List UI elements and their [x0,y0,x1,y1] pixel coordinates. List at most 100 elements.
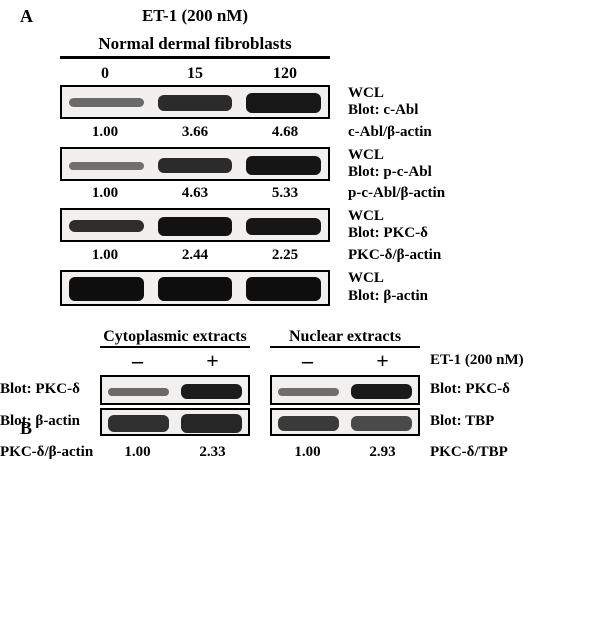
ratio-label: PKC-δ/β-actin [330,247,510,264]
lane [345,410,418,434]
panel-a-timepoints: 0 15 120 [60,65,330,83]
lane [239,272,328,304]
ratio-value: 2.33 [175,444,250,461]
blot-labels: WCLBlot: p-c-Abl [330,147,510,182]
ratio-value: 1.00 [100,444,175,461]
ratio-value: 1.00 [60,124,150,141]
ratio-left-label: PKC-δ/β-actin [0,444,100,461]
band [246,93,320,113]
ratio-label: p-c-Abl/β-actin [330,185,510,202]
panel-b-treatment: ET-1 (200 nM) [420,352,530,369]
pm-symbol: – [100,350,175,372]
ratio-value: 2.93 [345,444,420,461]
timepoint-1: 15 [150,65,240,83]
pm-symbol: + [175,350,250,372]
lane [151,87,240,117]
lane [175,410,248,434]
panel-b-blot-row: Blot: PKC-δ Blot: PKC-δ [0,375,600,405]
ratio-value: 4.68 [240,124,330,141]
blot-label: Blot: β-actin [348,288,510,305]
panel-a-treatment: ET-1 (200 nM) [60,6,330,26]
band [108,415,169,432]
panel-b-underlines [0,346,600,348]
ratio-value: 2.44 [150,247,240,264]
band [69,277,143,301]
panel-b: Cytoplasmic extractsNuclear extracts–+–+… [0,328,600,461]
lane [102,410,175,434]
underline [100,346,250,348]
panel-a-blots: WCLBlot: c-Abl1.003.664.68c-Abl/β-actinW… [0,85,600,310]
ratio-value: 1.00 [60,185,150,202]
ratio-value: 1.00 [270,444,345,461]
ratio-row: 1.002.442.25PKC-δ/β-actin [60,247,600,264]
figure: A ET-1 (200 nM) Normal dermal fibroblast… [0,0,600,461]
panel-b-blot-row: Blot: β-actinBlot: TBP [0,408,600,436]
lane [239,210,328,240]
band [158,95,232,111]
blot-label: Blot: PKC-δ [348,225,510,242]
blot-box [60,208,330,242]
panel-b-column-heading: Cytoplasmic extracts [100,328,250,346]
lane [62,210,151,240]
lane [345,377,418,403]
blot-labels: WCLBlot: c-Abl [330,85,510,120]
lysate-label: WCL [348,270,510,287]
blot-labels: WCLBlot: PKC-δ [330,208,510,243]
panel-b-pm-row: –+–+ET-1 (200 nM) [0,350,600,372]
band [278,416,339,431]
band [351,384,412,399]
blot-left-label: Blot: PKC-δ [0,381,100,398]
timepoint-2: 120 [240,65,330,83]
lane [151,149,240,179]
lane [62,87,151,117]
lane [62,149,151,179]
band [351,416,412,431]
lane [239,87,328,117]
lane [102,377,175,403]
blot-label: Blot: c-Abl [348,102,510,119]
blot-row: WCLBlot: c-Abl [60,85,600,120]
blot-label: Blot: p-c-Abl [348,164,510,181]
blot-box [100,375,250,405]
blot-right-label: Blot: PKC-δ [420,381,530,398]
lane [272,410,345,434]
ratio-value: 3.66 [150,124,240,141]
ratio-label: c-Abl/β-actin [330,124,510,141]
blot-labels: WCLBlot: β-actin [330,270,510,305]
ratio-row: 1.003.664.68c-Abl/β-actin [60,124,600,141]
band [181,414,242,433]
panel-a-subtitle: Normal dermal fibroblasts [60,34,330,54]
ratio-row: 1.004.635.33p-c-Abl/β-actin [60,185,600,202]
ratio-value: 5.33 [240,185,330,202]
timepoint-0: 0 [60,65,150,83]
blot-row: WCLBlot: β-actin [60,270,600,306]
lysate-label: WCL [348,85,510,102]
lane [239,149,328,179]
panel-a-letter: A [20,6,33,27]
lane [151,272,240,304]
panel-b-headings-row: Cytoplasmic extracts Nuclear extracts [0,328,600,346]
blot-box [270,408,420,436]
band [158,158,232,173]
blot-box [100,408,250,436]
lane [151,210,240,240]
band [246,218,320,235]
ratio-value: 1.00 [60,247,150,264]
ratio-right-label: PKC-δ/TBP [420,444,530,461]
pm-symbol: – [270,350,345,372]
blot-box [60,85,330,119]
blot-row: WCLBlot: p-c-Abl [60,147,600,182]
panel-b-ratio-row: PKC-δ/β-actin1.002.331.002.93PKC-δ/TBP [0,444,600,461]
ratio-value: 2.25 [240,247,330,264]
band [181,384,242,399]
band [158,217,232,236]
panel-b-column-heading: Nuclear extracts [270,328,420,346]
band [69,162,143,170]
blot-box [60,147,330,181]
blot-row: WCLBlot: PKC-δ [60,208,600,243]
ratio-value: 4.63 [150,185,240,202]
band [108,388,169,396]
blot-box [60,270,330,306]
band [69,98,143,107]
lysate-label: WCL [348,147,510,164]
